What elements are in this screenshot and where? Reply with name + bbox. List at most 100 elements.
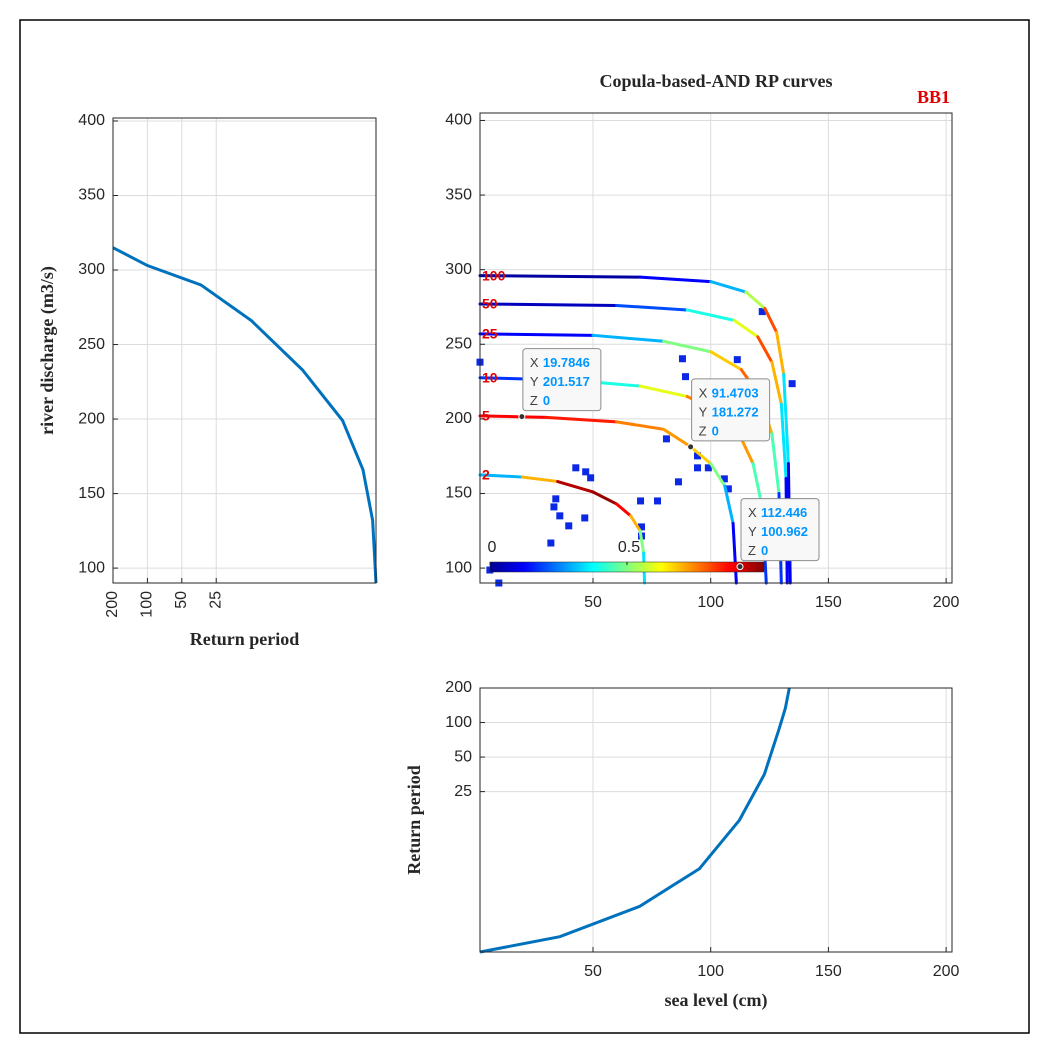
plot-area	[480, 113, 952, 583]
chart-title: Copula-based-AND RP curves	[599, 71, 832, 91]
contour-segment	[709, 462, 727, 488]
datatip-key: Y	[748, 524, 757, 539]
datatip-box	[740, 498, 820, 562]
x-tick-label: 50	[584, 594, 602, 611]
datatip-value: 0	[712, 423, 719, 438]
contour-segment	[779, 402, 788, 481]
scatter-point	[720, 475, 728, 483]
datatip-value: 0	[543, 393, 550, 408]
x-axis-label: sea level (cm)	[665, 990, 768, 1011]
y-axis-label: river discharge (m3/s)	[37, 266, 58, 435]
x-tick-label: 200	[104, 591, 121, 618]
x-tick-label: 25	[207, 591, 224, 609]
datatip-marker	[736, 563, 744, 571]
datatip-key: Y	[699, 404, 708, 419]
scatter-point	[637, 497, 645, 505]
contour-label: 5	[482, 408, 490, 424]
x-tick-label: 200	[933, 963, 960, 980]
scatter-point	[556, 512, 564, 520]
axes-box	[112, 117, 377, 584]
x-tick-label: 50	[584, 963, 602, 980]
contour-segment	[782, 372, 790, 466]
x-tick-label: 150	[815, 594, 842, 611]
scatter-point	[582, 468, 590, 476]
line	[479, 687, 791, 954]
datatip-value: 201.517	[543, 374, 590, 389]
y-tick-label: 200	[445, 410, 472, 427]
scatter-point	[704, 464, 712, 472]
y-tick-label: 150	[445, 485, 472, 502]
contour-label: 100	[482, 267, 506, 283]
datatip: X 19.7846 Y 201.517 Z 0	[518, 348, 602, 421]
datatip-key: Z	[748, 543, 756, 558]
contour-segment	[478, 332, 595, 337]
contour-segment	[685, 308, 736, 322]
contour-segment	[520, 475, 560, 484]
scatter-point	[581, 514, 589, 522]
datatip-key: Z	[530, 393, 538, 408]
contour-segment	[478, 414, 548, 419]
x-tick-label: 100	[697, 963, 724, 980]
datatip-value: 91.4703	[712, 385, 759, 400]
x-tick-label: 50	[173, 591, 190, 609]
scatter-point	[565, 522, 573, 530]
datatip-marker	[518, 413, 526, 421]
datatip-value: 0	[761, 543, 768, 558]
scatter-point	[758, 308, 766, 316]
datatip-value: 100.962	[761, 524, 808, 539]
scatter-point	[674, 478, 682, 486]
contour-segment	[744, 290, 767, 310]
x-tick-label: 200	[933, 594, 960, 611]
y-tick-label: 100	[78, 559, 105, 576]
scatter-point	[662, 435, 670, 443]
contour-segment	[723, 484, 735, 525]
contour-segment	[591, 490, 619, 506]
contour-label: 25	[482, 326, 498, 342]
contour-segment	[775, 330, 786, 376]
scatter-point	[724, 485, 732, 493]
contour-segment	[615, 303, 689, 312]
plot-area	[480, 688, 952, 952]
scatter-point	[550, 503, 558, 511]
scatter-point	[678, 355, 686, 363]
contour-segment	[478, 302, 619, 307]
scatter-point	[587, 474, 595, 482]
contour-segment	[615, 420, 666, 431]
y-tick-label: 200	[78, 410, 105, 427]
contour-segment	[662, 427, 693, 449]
y-tick-label: 400	[445, 112, 472, 129]
line	[112, 246, 378, 584]
colorbar-tick-label: 0.5	[618, 539, 640, 556]
annotation: BB1	[917, 87, 950, 107]
contour-label: 10	[482, 369, 498, 385]
scatter-point	[733, 356, 741, 364]
y-tick-label: 150	[78, 485, 105, 502]
scatter-point	[637, 523, 645, 531]
scatter-point	[572, 464, 580, 472]
y-tick-label: 300	[78, 261, 105, 278]
x-axis-label: Return period	[190, 629, 300, 649]
contour-segment	[732, 318, 760, 339]
colorbar-tick-label: 0	[488, 539, 497, 556]
contour-segment	[709, 280, 748, 294]
contour-segment	[662, 339, 713, 354]
y-tick-label: 25	[454, 783, 472, 800]
scatter-point	[694, 452, 702, 460]
contour-segment	[478, 274, 642, 279]
scatter-point	[788, 380, 796, 388]
contour-segment	[770, 432, 781, 495]
y-tick-label: 350	[78, 187, 105, 204]
scatter-point	[654, 497, 662, 505]
contour-segment	[629, 514, 642, 533]
datatip-key: X	[748, 505, 757, 520]
contour-segment	[478, 473, 524, 479]
contour-segment	[709, 350, 743, 372]
scatter-point	[682, 373, 690, 381]
contour-segment	[638, 275, 713, 284]
axes-box	[479, 687, 953, 953]
contour-segment	[731, 521, 738, 585]
scatter-point	[694, 464, 702, 472]
contour-segment	[544, 415, 619, 424]
